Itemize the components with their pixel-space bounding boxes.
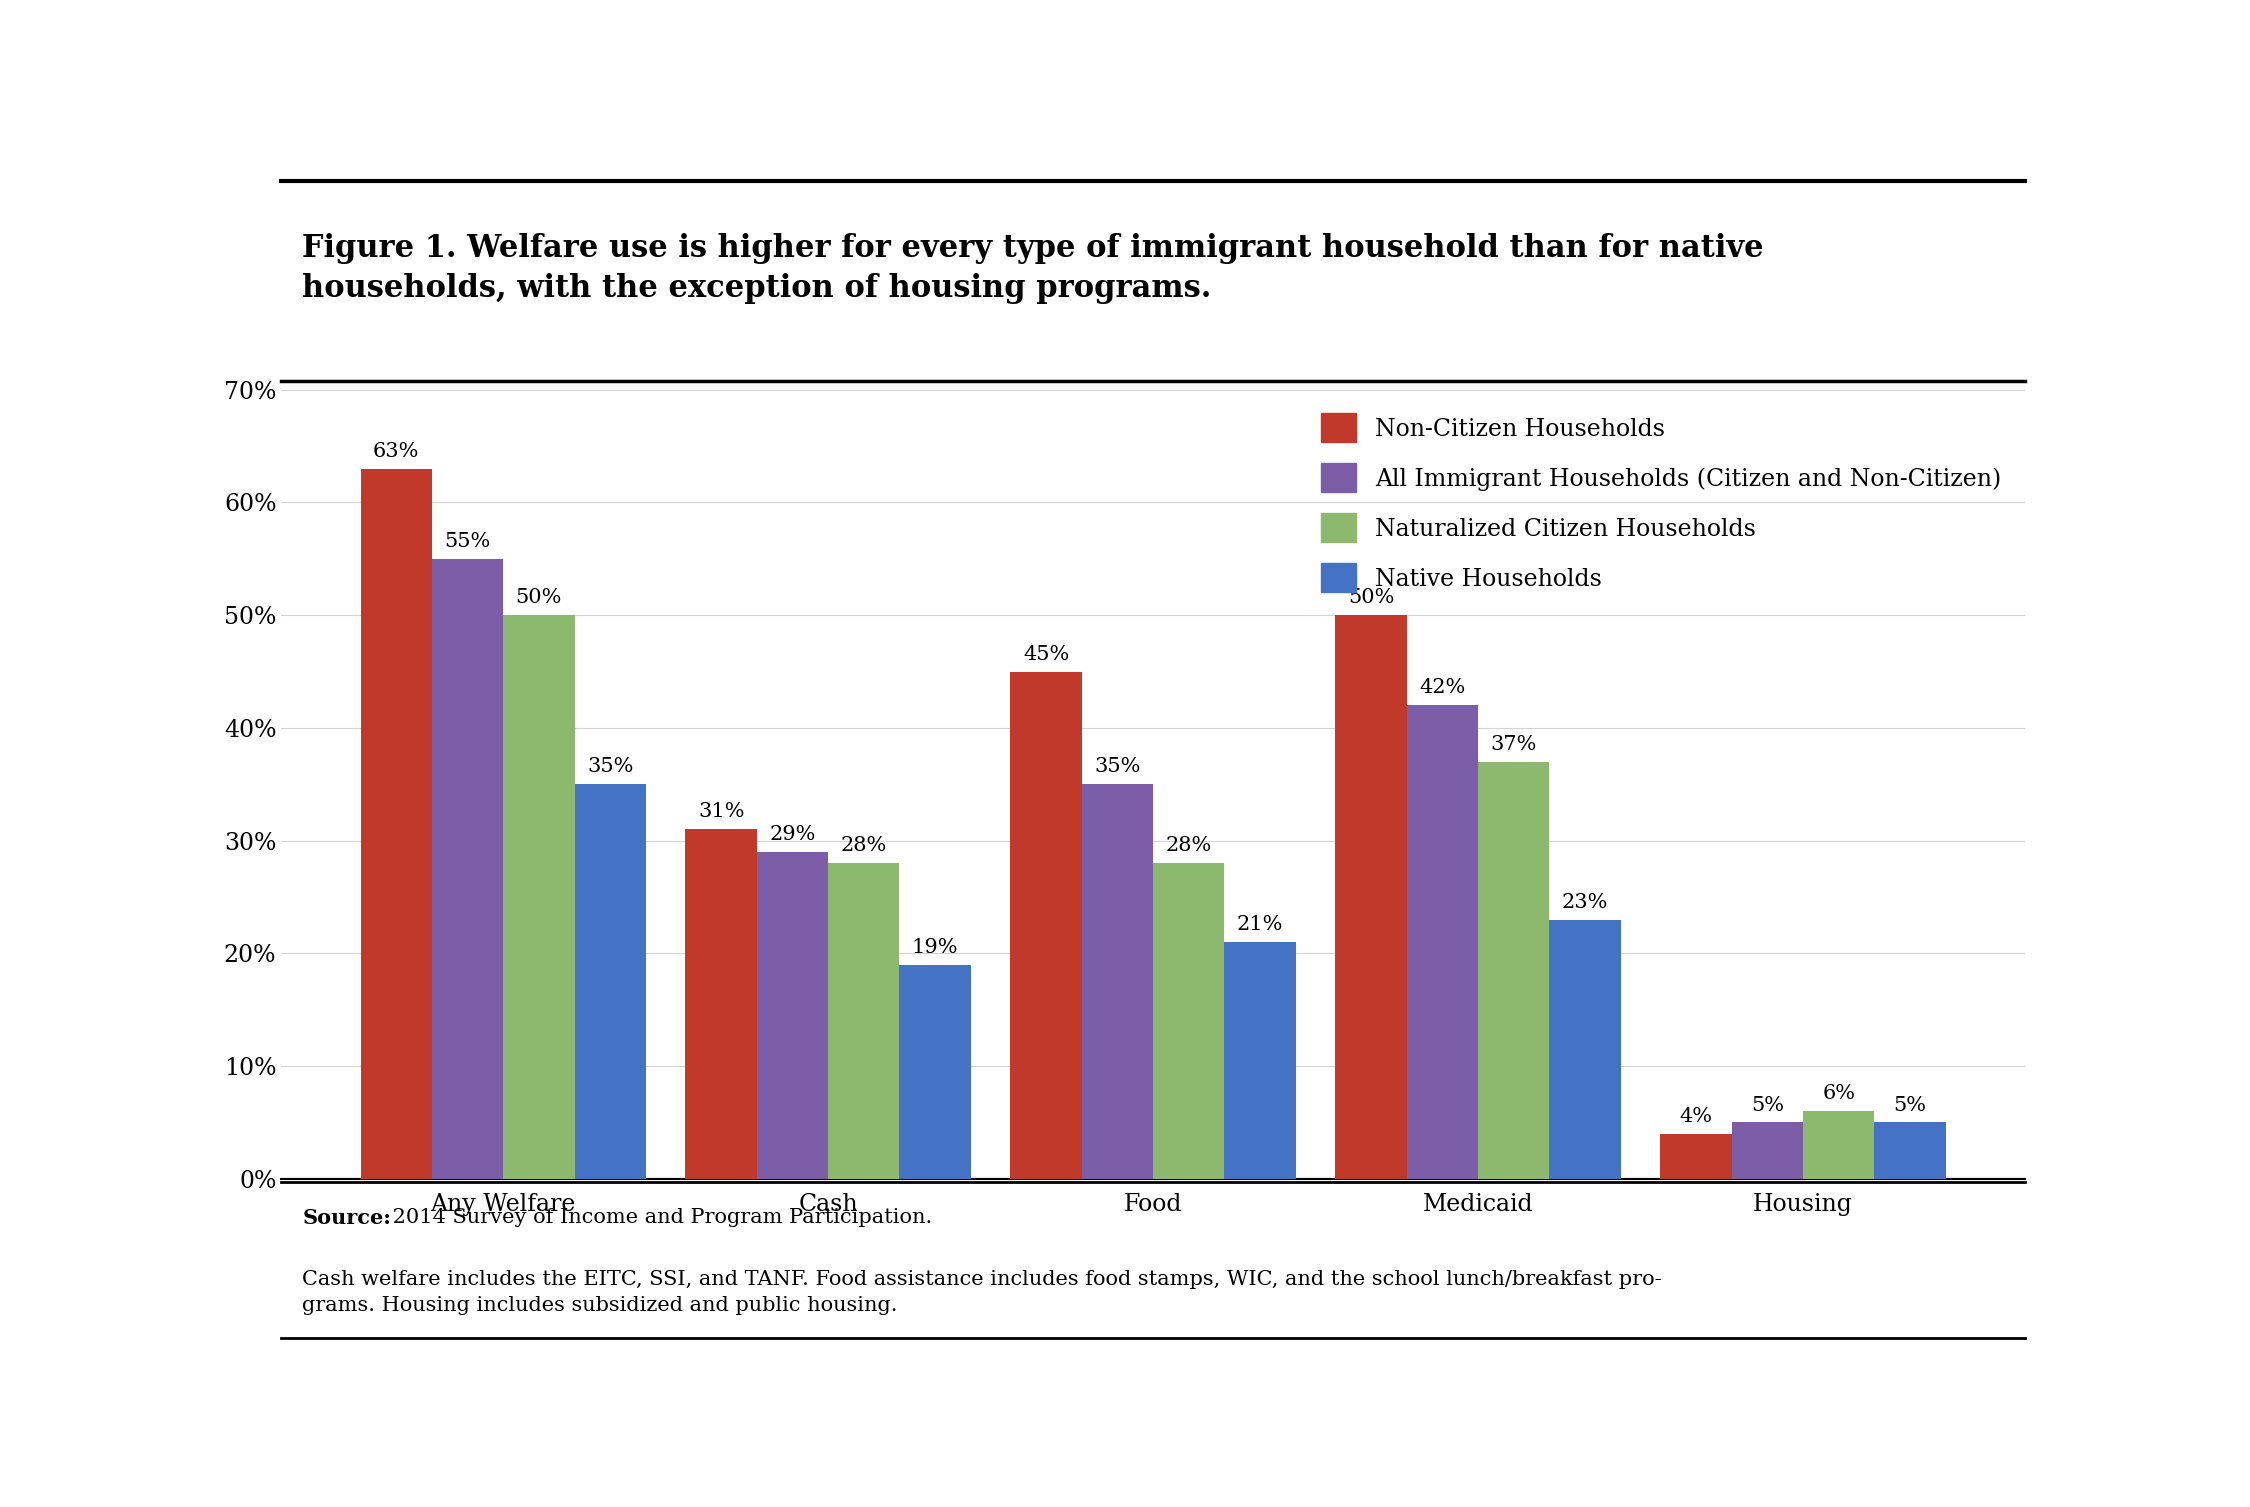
Bar — [756, 851, 828, 1178]
Bar — [828, 864, 900, 1178]
Bar — [900, 964, 970, 1178]
Text: 63%: 63% — [374, 442, 418, 461]
Text: 29%: 29% — [770, 824, 817, 844]
Text: Figure 1. Welfare use is higher for every type of immigrant household than for n: Figure 1. Welfare use is higher for ever… — [302, 232, 1764, 304]
Text: Cash welfare includes the EITC, SSI, and TANF. Food assistance includes food sta: Cash welfare includes the EITC, SSI, and… — [302, 1270, 1663, 1316]
Bar — [1010, 672, 1082, 1178]
Bar — [1802, 1111, 1874, 1178]
Bar — [1478, 761, 1550, 1178]
Bar — [1154, 864, 1224, 1178]
Text: 6%: 6% — [1823, 1084, 1856, 1103]
Text: 50%: 50% — [515, 588, 562, 607]
Bar — [1082, 784, 1154, 1178]
Text: 19%: 19% — [911, 937, 958, 957]
Text: 23%: 23% — [1562, 892, 1609, 912]
Bar — [574, 784, 646, 1178]
Bar — [432, 559, 504, 1178]
Text: 2014 Survey of Income and Program Participation.: 2014 Survey of Income and Program Partic… — [387, 1209, 932, 1227]
Bar — [504, 615, 574, 1178]
Text: 31%: 31% — [698, 802, 745, 821]
Bar — [1336, 615, 1406, 1178]
Text: 37%: 37% — [1490, 735, 1537, 754]
Text: 55%: 55% — [446, 532, 490, 552]
Bar — [1732, 1123, 1802, 1178]
Legend: Non-Citizen Households, All Immigrant Households (Citizen and Non-Citizen), Natu: Non-Citizen Households, All Immigrant Ho… — [1310, 401, 2014, 604]
Text: 28%: 28% — [842, 836, 886, 856]
Text: 35%: 35% — [1094, 758, 1141, 776]
Bar — [1550, 919, 1620, 1178]
Text: 42%: 42% — [1420, 678, 1465, 698]
Bar — [1406, 705, 1478, 1178]
Bar — [686, 829, 756, 1178]
Text: 4%: 4% — [1678, 1106, 1712, 1126]
Text: 50%: 50% — [1348, 588, 1395, 607]
Bar — [1660, 1133, 1732, 1178]
Text: 5%: 5% — [1750, 1096, 1784, 1115]
Bar — [1874, 1123, 1946, 1178]
Text: Source:: Source: — [302, 1209, 391, 1228]
Text: 28%: 28% — [1166, 836, 1213, 856]
Text: 21%: 21% — [1238, 915, 1282, 934]
Text: 45%: 45% — [1024, 645, 1069, 663]
Text: 35%: 35% — [587, 758, 632, 776]
Bar — [1224, 942, 1296, 1178]
Bar — [360, 469, 432, 1178]
Text: 5%: 5% — [1894, 1096, 1926, 1115]
